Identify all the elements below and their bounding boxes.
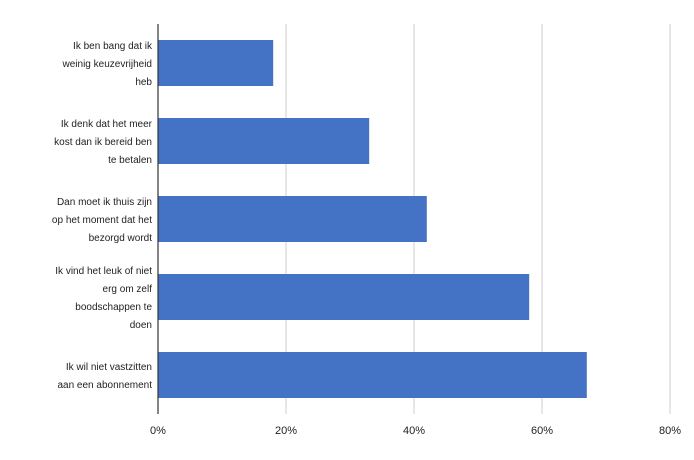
- x-tick-label-1: 20%: [275, 425, 297, 437]
- x-tick-label-3: 60%: [531, 425, 553, 437]
- category-labels: Ik ben bang dat ik weinig keuzevrijheid he…: [52, 41, 153, 391]
- bar-3: [158, 274, 530, 320]
- category-label-1: Ik denk dat het meer kost dan ik bereid b…: [54, 119, 153, 166]
- bars: [158, 40, 587, 398]
- category-label-0: Ik ben bang dat ik weinig keuzevrijheid he…: [62, 41, 153, 88]
- x-tick-label-0: 0%: [150, 425, 166, 437]
- bar-2: [158, 196, 427, 242]
- bar-4: [158, 352, 587, 398]
- x-tick-label-2: 40%: [403, 425, 425, 437]
- x-tick-label-4: 80%: [659, 425, 681, 437]
- category-label-4: Ik wil niet vastzitten aan een abonnement: [57, 362, 152, 391]
- bar-0: [158, 40, 274, 86]
- bar-1: [158, 118, 370, 164]
- category-label-2: Dan moet ik thuis zijn op het moment dat …: [52, 197, 152, 244]
- x-tick-labels: 0% 20% 40% 60% 80%: [150, 425, 681, 437]
- category-label-3: Ik vind het leuk of niet erg om zelf boods…: [55, 266, 152, 331]
